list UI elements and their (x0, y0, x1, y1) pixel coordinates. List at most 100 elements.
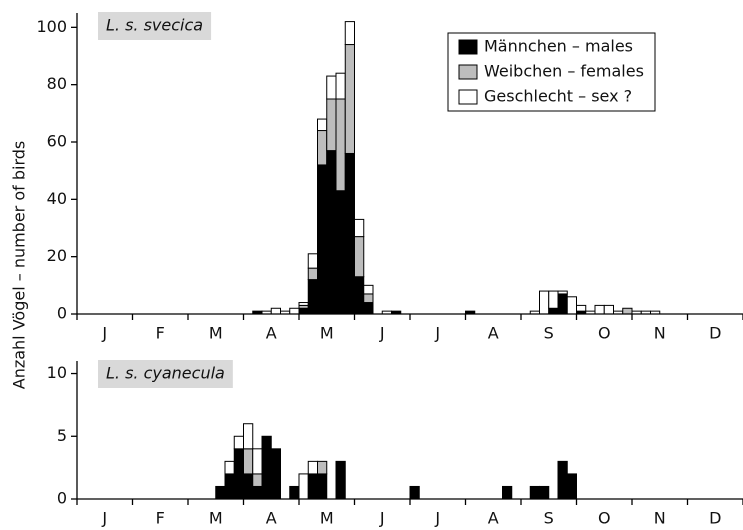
legend-label: Weibchen – females (484, 62, 644, 81)
y-tick-label: 5 (57, 426, 67, 445)
y-tick-label: 40 (47, 189, 67, 208)
bar-segment (566, 296, 577, 315)
legend: Männchen – males Weibchen – females Geschl… (447, 32, 656, 112)
bar-segment (344, 152, 355, 315)
x-tick-label: M (209, 509, 223, 528)
bar-segment (335, 72, 346, 100)
bar-segment (307, 253, 318, 269)
legend-box (447, 32, 656, 112)
bar-segment (326, 150, 337, 315)
bar-segment (354, 236, 365, 278)
y-tick-label: 20 (47, 246, 67, 265)
x-tick-label: A (488, 509, 499, 528)
x-tick-label: D (709, 324, 721, 343)
bar-segment (270, 448, 281, 500)
bar-segment (224, 473, 235, 500)
bar-segment (317, 473, 328, 500)
bar-segment (243, 473, 254, 500)
bar-segment (335, 460, 346, 500)
panel-title-box (98, 12, 212, 40)
bar-segment (363, 293, 374, 304)
bar-segment (233, 435, 244, 450)
panel-title: L. s. svecica (106, 16, 203, 35)
x-tick-label: A (488, 324, 499, 343)
bar-segment (557, 290, 568, 295)
bar-segment (548, 307, 559, 315)
bar-segment (289, 485, 300, 500)
x-tick-label: A (266, 509, 277, 528)
bar-segment (224, 460, 235, 475)
bar-segment (326, 75, 337, 100)
x-tick-label: J (379, 509, 385, 528)
bar-segment (307, 460, 318, 475)
bar-segment (252, 448, 263, 475)
bar-segment (539, 290, 550, 315)
x-tick-label: J (101, 324, 107, 343)
bar-segment (317, 460, 328, 475)
bar-segment (566, 473, 577, 500)
legend-swatch (458, 89, 478, 105)
bar-segment (363, 302, 374, 315)
bar-segment (622, 307, 633, 315)
x-tick-label: J (379, 324, 385, 343)
bar-segment (317, 118, 328, 132)
x-tick-label: J (434, 324, 440, 343)
bar-segment (243, 448, 254, 475)
bar-segment (298, 302, 309, 306)
y-tick-label: 0 (57, 304, 67, 323)
bar-segment (409, 485, 420, 500)
x-tick-label: O (598, 509, 611, 528)
legend-swatch (458, 64, 478, 80)
bar-segment (261, 435, 272, 500)
bar-segment (548, 290, 559, 309)
bar-segment (233, 448, 244, 500)
y-tick-label: 10 (47, 363, 67, 382)
x-tick-label: J (101, 509, 107, 528)
bar-segment (298, 473, 309, 500)
panel-title: L. s. cyanecula (106, 364, 225, 383)
bar-segment (576, 304, 587, 312)
legend-label: Geschlecht – sex ? (484, 87, 632, 106)
bar-segment (298, 307, 309, 315)
bar-segment (354, 276, 365, 315)
bar-segment (539, 485, 550, 500)
bar-segment (594, 304, 605, 315)
bar-segment (317, 164, 328, 315)
bar-segment (307, 267, 318, 281)
bar-segment (215, 485, 226, 500)
y-axis-label: Anzahl Vögel – number of birds (10, 141, 29, 390)
bar-segment (307, 279, 318, 315)
x-tick-label: F (156, 509, 165, 528)
y-tick-label: 60 (47, 132, 67, 151)
bar-segment (557, 460, 568, 500)
bar-segment (326, 98, 337, 152)
x-tick-label: D (709, 509, 721, 528)
x-tick-label: S (544, 509, 554, 528)
y-tick-label: 80 (47, 74, 67, 93)
bar-segment (557, 293, 568, 315)
bar-segment (335, 98, 346, 192)
bar-segment (344, 21, 355, 46)
x-tick-label: N (654, 324, 666, 343)
bar-segment (317, 130, 328, 166)
bar-segment (252, 485, 263, 500)
x-tick-label: M (320, 509, 334, 528)
x-tick-label: M (320, 324, 334, 343)
legend-swatch (458, 39, 478, 55)
x-tick-label: J (434, 509, 440, 528)
bar-segment (363, 284, 374, 295)
bar-segment (335, 190, 346, 315)
x-tick-label: F (156, 324, 165, 343)
x-tick-label: A (266, 324, 277, 343)
legend-label: Männchen – males (484, 37, 633, 56)
y-tick-label: 0 (57, 489, 67, 508)
bar-segment (603, 304, 614, 315)
y-tick-label: 100 (36, 17, 67, 36)
bar-segment (243, 423, 254, 450)
bar-segment (344, 44, 355, 154)
bar-segment (529, 485, 540, 500)
x-tick-label: N (654, 509, 666, 528)
bar-segment (289, 307, 300, 315)
x-tick-label: S (544, 324, 554, 343)
